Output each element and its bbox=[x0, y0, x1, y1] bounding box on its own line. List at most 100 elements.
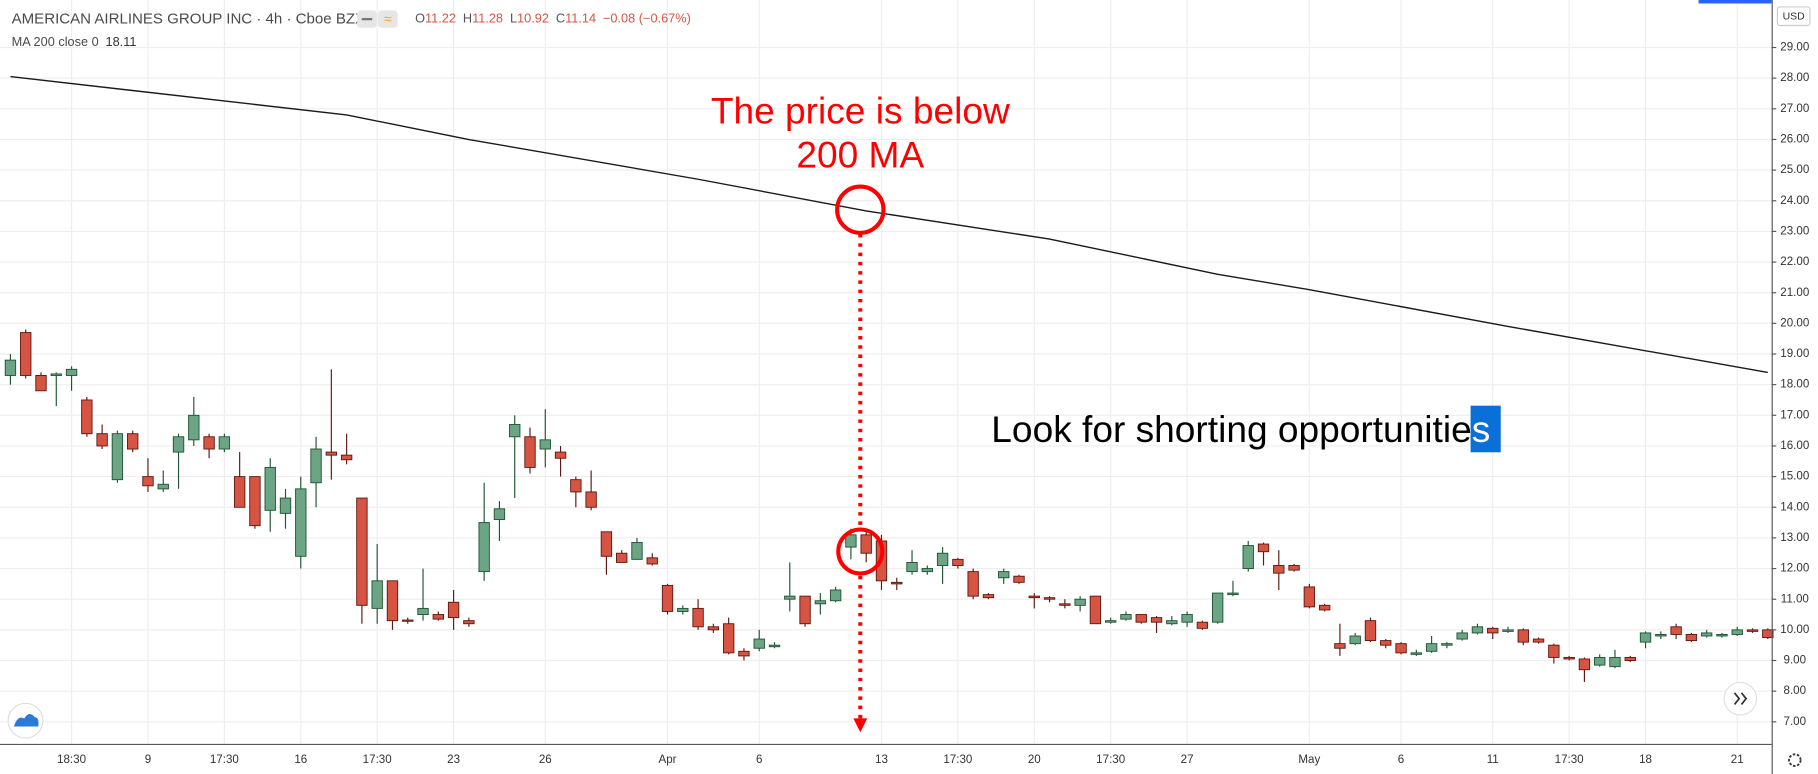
y-tick-label: 14.00 bbox=[1780, 501, 1809, 513]
indicator-value: 18.11 bbox=[106, 34, 137, 49]
candle-body bbox=[784, 595, 796, 600]
candle-body bbox=[1502, 629, 1514, 632]
ohlc-values: O11.22 H11.28 L10.92 C11.14 −0.08 (−0.67%) bbox=[415, 11, 691, 26]
x-tick-label: 16 bbox=[294, 754, 307, 766]
text-selection bbox=[1470, 405, 1501, 453]
candle-body bbox=[1563, 656, 1575, 660]
candle-body bbox=[142, 476, 154, 487]
candle-body bbox=[233, 476, 246, 508]
candle-body bbox=[264, 466, 276, 511]
candle-body bbox=[1548, 644, 1560, 658]
candle-body bbox=[1105, 620, 1117, 623]
y-tick-label: 25.00 bbox=[1780, 164, 1809, 176]
y-tick-label: 18.00 bbox=[1780, 379, 1809, 391]
compare-button[interactable] bbox=[377, 10, 398, 28]
x-tick-label: 17:30 bbox=[210, 754, 239, 766]
ohlc-change: −0.08 (−0.67%) bbox=[603, 11, 691, 26]
candle-body bbox=[1211, 592, 1224, 623]
candle-body bbox=[1609, 656, 1621, 668]
candle-body bbox=[860, 534, 872, 554]
currency-label: USD bbox=[1783, 12, 1805, 23]
candle-body bbox=[1441, 643, 1453, 646]
ohlc-value: 11.22 bbox=[425, 11, 456, 26]
candle-body bbox=[1059, 603, 1071, 606]
candle-body bbox=[677, 607, 689, 612]
selected-text: s bbox=[1472, 408, 1491, 450]
candle-body bbox=[172, 436, 185, 453]
y-tick-label: 28.00 bbox=[1780, 72, 1809, 84]
candle-body bbox=[1043, 597, 1056, 600]
y-tick-label: 17.00 bbox=[1780, 409, 1809, 421]
y-tick-label: 15.00 bbox=[1780, 471, 1809, 483]
candle-body bbox=[829, 589, 842, 602]
candle-body bbox=[570, 479, 582, 493]
candle-body bbox=[371, 580, 383, 609]
y-tick-label: 26.00 bbox=[1780, 134, 1809, 146]
ohlc-value: 11.28 bbox=[472, 11, 503, 26]
y-tick-label: 23.00 bbox=[1780, 225, 1809, 237]
candle-body bbox=[1257, 543, 1270, 553]
candle-body bbox=[325, 451, 338, 456]
candle-body bbox=[738, 650, 750, 657]
ohlc-key: H bbox=[463, 11, 472, 26]
candle-body bbox=[1196, 621, 1209, 629]
y-tick-label: 11.00 bbox=[1781, 593, 1809, 605]
candle-body bbox=[1166, 620, 1178, 625]
ohlc-value: 10.92 bbox=[517, 11, 549, 26]
y-tick-label: 24.00 bbox=[1780, 195, 1809, 207]
settings-icon[interactable] bbox=[1788, 753, 1802, 767]
candle-body bbox=[845, 534, 857, 548]
candle-body bbox=[50, 373, 62, 376]
y-tick-label: 21.00 bbox=[1780, 287, 1809, 299]
candle-body bbox=[35, 374, 47, 392]
candle-body bbox=[340, 454, 353, 461]
annotation-text: Look for shorting opportunities bbox=[991, 408, 1490, 450]
x-tick-label: 23 bbox=[447, 754, 460, 766]
moving-average-line bbox=[10, 75, 1768, 374]
candle-body bbox=[127, 433, 139, 450]
x-tick-label: 17:30 bbox=[1096, 754, 1125, 766]
annotation-text: Look for shorting opportunitie bbox=[991, 408, 1471, 450]
candle-body bbox=[279, 497, 292, 514]
candle-body bbox=[982, 594, 995, 599]
candle-body bbox=[432, 614, 444, 620]
candle-body bbox=[1471, 626, 1484, 634]
x-tick-label: 17:30 bbox=[943, 754, 972, 766]
x-tick-label: 26 bbox=[539, 754, 552, 766]
candle-body bbox=[1655, 633, 1667, 637]
x-tick-label: May bbox=[1298, 754, 1320, 766]
candle-body bbox=[493, 508, 506, 520]
x-tick-label: 11 bbox=[1487, 754, 1499, 766]
y-tick-label: 20.00 bbox=[1780, 317, 1809, 329]
y-tick-label: 22.00 bbox=[1780, 256, 1809, 268]
candle-body bbox=[1288, 565, 1300, 571]
candle-body bbox=[111, 433, 124, 481]
candle-body bbox=[1410, 652, 1423, 655]
candle-body bbox=[1731, 629, 1743, 635]
candle-body bbox=[600, 531, 613, 557]
x-tick-label: 13 bbox=[875, 754, 888, 766]
candle-body bbox=[509, 424, 521, 438]
highlight-circle bbox=[835, 184, 886, 235]
candle-body bbox=[386, 580, 399, 622]
candle-body bbox=[1120, 614, 1132, 620]
y-tick-label: 16.00 bbox=[1780, 440, 1809, 452]
symbol-title: AMERICAN AIRLINES GROUP INC · 4h · Cboe … bbox=[12, 11, 366, 28]
scroll-button[interactable] bbox=[1723, 681, 1758, 716]
x-tick-label: 9 bbox=[145, 754, 151, 766]
candle-body bbox=[1273, 565, 1285, 574]
candle-body bbox=[1181, 614, 1193, 623]
candle-body bbox=[661, 584, 674, 612]
candle-body bbox=[4, 359, 17, 376]
candle-body bbox=[1716, 633, 1728, 637]
x-tick-label: 6 bbox=[756, 754, 762, 766]
candle-body bbox=[463, 620, 475, 625]
candle-body bbox=[1364, 620, 1377, 642]
candle-body bbox=[188, 414, 200, 441]
candle-body bbox=[524, 436, 536, 468]
candle-body bbox=[753, 638, 765, 649]
x-tick-label: 18 bbox=[1639, 754, 1652, 766]
x-tick-label: 20 bbox=[1028, 754, 1041, 766]
ohlc-value: 11.14 bbox=[565, 11, 596, 26]
